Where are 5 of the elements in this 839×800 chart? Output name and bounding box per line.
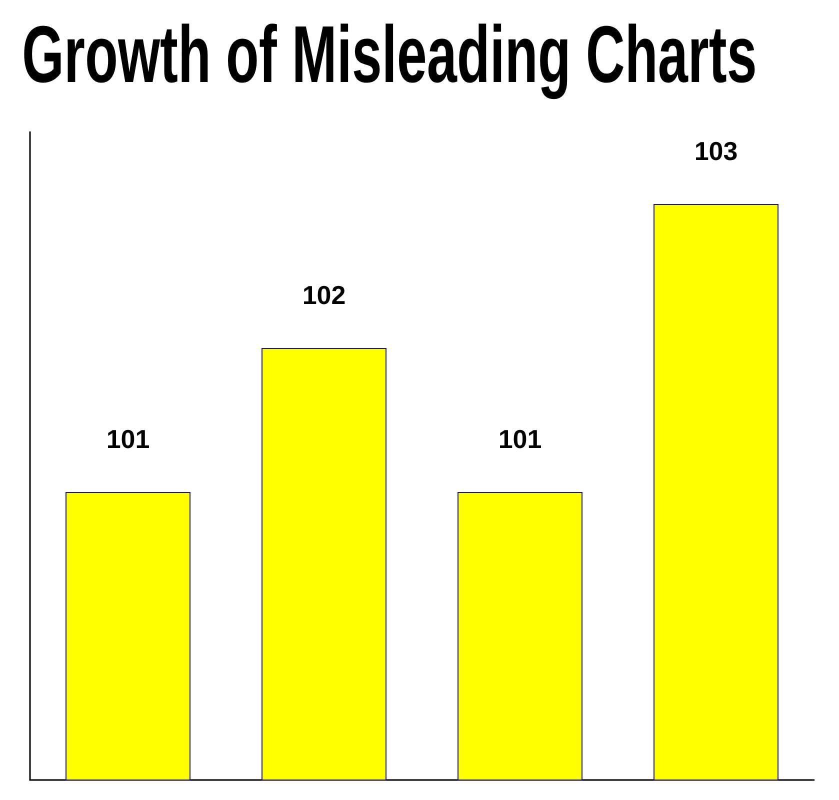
data-label: 103 [694,136,738,166]
chart-title: Growth of Misleading Charts [22,9,757,100]
data-label: 102 [302,280,346,310]
data-label: 101 [106,424,150,454]
data-label: 101 [498,424,542,454]
